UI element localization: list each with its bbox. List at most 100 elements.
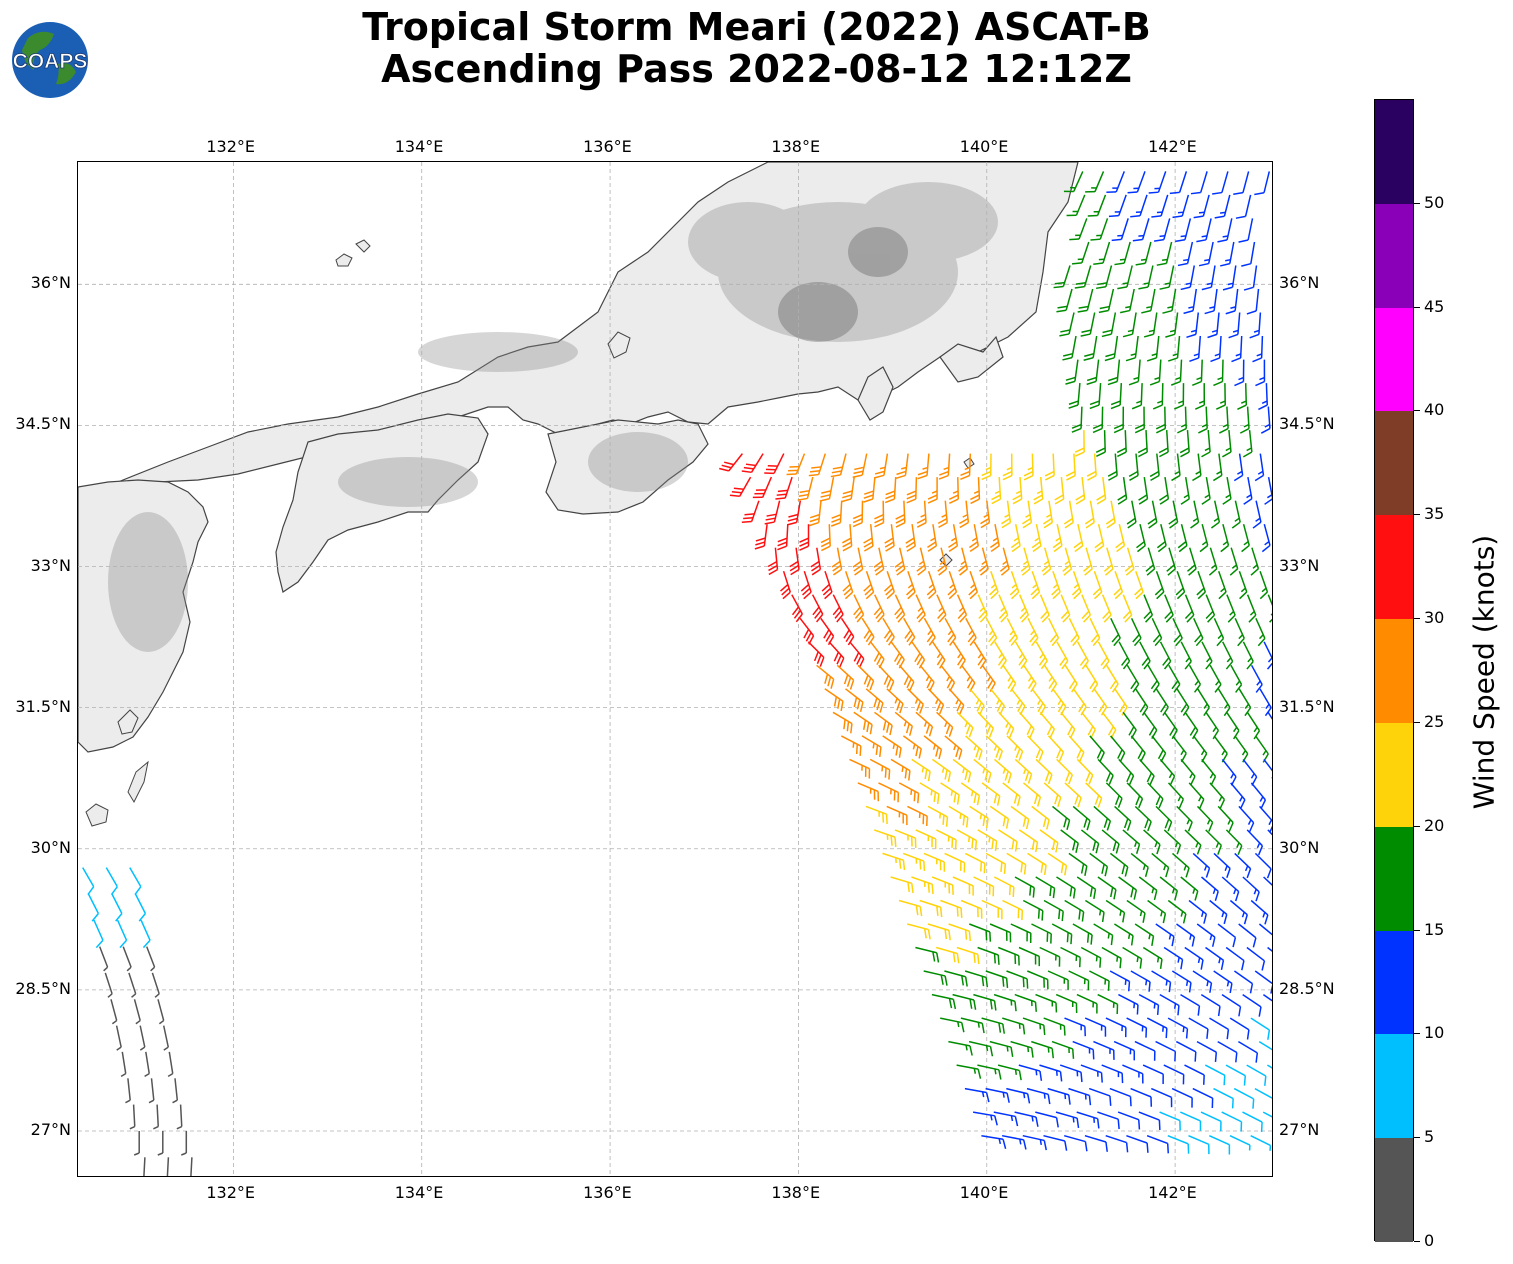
wind-barb xyxy=(958,547,969,576)
wind-barb xyxy=(1259,805,1272,833)
wind-barb xyxy=(151,972,160,998)
lat-tick-label-left: 34.5°N xyxy=(15,414,71,434)
colorbar-tick-label: 45 xyxy=(1424,296,1445,316)
wind-barb xyxy=(884,477,897,504)
wind-barb xyxy=(1019,594,1030,623)
wind-barb xyxy=(786,500,802,526)
wind-barb xyxy=(122,946,132,972)
map-canvas[interactable] xyxy=(78,162,1273,1177)
wind-barb xyxy=(1077,288,1094,313)
wind-barb xyxy=(869,758,891,780)
wind-barb xyxy=(1114,241,1131,266)
wind-barb xyxy=(1146,335,1160,362)
wind-barb xyxy=(985,970,1009,989)
wind-barb xyxy=(1189,335,1202,362)
wind-barb xyxy=(789,547,800,576)
wind-barb xyxy=(973,758,992,783)
wind-barb xyxy=(1147,500,1158,529)
wind-barb xyxy=(1242,641,1254,670)
lon-tick-label-bottom: 132°E xyxy=(206,1183,256,1202)
wind-barb xyxy=(1184,594,1195,623)
wind-barb xyxy=(1262,993,1272,1008)
wind-barb xyxy=(1020,547,1031,576)
wind-barb xyxy=(129,1104,136,1130)
wind-barb xyxy=(1047,970,1069,990)
wind-barb xyxy=(1056,758,1074,785)
wind-barb xyxy=(989,524,1000,553)
wind-barb xyxy=(1260,406,1271,434)
wind-barb xyxy=(1134,406,1145,434)
wind-barb xyxy=(741,500,760,524)
wind-barb xyxy=(116,919,128,949)
wind-barb xyxy=(1047,1087,1071,1105)
wind-barb xyxy=(1103,547,1114,576)
wind-barb xyxy=(884,524,895,552)
lon-tick-label-top: 134°E xyxy=(394,137,444,156)
wind-barb xyxy=(176,1104,183,1130)
wind-barb xyxy=(1143,312,1158,338)
wind-barb xyxy=(1056,876,1076,899)
wind-barb xyxy=(964,1087,990,1103)
wind-barb xyxy=(1201,265,1216,291)
wind-barb xyxy=(1184,1064,1205,1085)
wind-barb xyxy=(849,758,871,779)
wind-barb xyxy=(852,453,868,479)
wind-barb xyxy=(993,993,1017,1012)
wind-barb xyxy=(1138,265,1154,290)
wind-barb xyxy=(894,594,906,623)
wind-barb xyxy=(1230,664,1243,693)
wind-barb xyxy=(1215,383,1226,410)
wind-barb xyxy=(931,993,957,1010)
wind-barb xyxy=(1062,547,1073,576)
wind-barb xyxy=(1080,1064,1103,1083)
wind-barb xyxy=(1142,1064,1164,1084)
wind-barb xyxy=(931,876,954,895)
wind-barb xyxy=(1110,735,1126,762)
lat-tick-label-left: 36°N xyxy=(30,273,71,293)
wind-barb xyxy=(1180,993,1201,1016)
colorbar-bin xyxy=(1375,1034,1413,1139)
wind-barb xyxy=(1159,1111,1181,1131)
wind-barb xyxy=(853,711,873,735)
wind-barb xyxy=(1192,1087,1214,1109)
wind-barb xyxy=(1044,453,1055,481)
wind-barb xyxy=(1155,805,1173,832)
map-panel[interactable] xyxy=(77,161,1273,1177)
wind-barb xyxy=(1055,993,1078,1014)
wind-barb xyxy=(998,946,1020,966)
wind-barb xyxy=(1089,970,1110,991)
wind-barb xyxy=(1026,1087,1051,1105)
wind-barb xyxy=(166,1157,170,1176)
wind-barb xyxy=(1110,617,1121,647)
wind-barb xyxy=(1113,406,1125,434)
wind-barb xyxy=(998,711,1015,738)
wind-barb xyxy=(998,594,1009,623)
wind-barb xyxy=(952,993,977,1010)
wind-barb xyxy=(1238,923,1257,948)
wind-barb xyxy=(1086,453,1097,481)
wind-barb xyxy=(1074,265,1092,289)
wind-barb xyxy=(1068,617,1080,647)
wind-barb xyxy=(1122,312,1137,338)
wind-barb xyxy=(1231,335,1243,363)
wind-barb xyxy=(895,500,906,528)
wind-barb xyxy=(1072,688,1087,716)
wind-barbs xyxy=(82,171,1272,1176)
wind-barb xyxy=(1162,288,1177,314)
wind-barb xyxy=(1152,383,1164,410)
wind-barb xyxy=(1164,594,1174,623)
wind-barb xyxy=(1010,1040,1034,1058)
wind-barb xyxy=(1006,852,1027,875)
wind-barb xyxy=(1258,383,1268,411)
wind-barb xyxy=(874,453,889,479)
wind-barb xyxy=(1176,923,1196,947)
wind-barb xyxy=(816,664,835,689)
wind-barb xyxy=(1106,171,1125,194)
wind-barb xyxy=(985,852,1007,874)
wind-barb xyxy=(916,547,927,576)
wind-barb xyxy=(956,829,978,851)
wind-barb xyxy=(1114,923,1134,946)
wind-barb xyxy=(1163,1064,1185,1085)
wind-barb xyxy=(1254,970,1272,994)
wind-barb xyxy=(1043,500,1054,529)
